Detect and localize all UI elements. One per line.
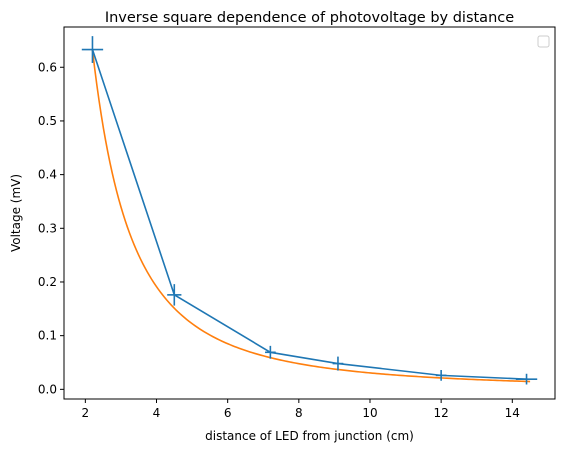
x-tick-label: 10 xyxy=(362,406,377,420)
x-tick-label: 12 xyxy=(434,406,449,420)
x-tick-label: 6 xyxy=(224,406,232,420)
y-tick-label: 0.3 xyxy=(38,221,57,235)
y-axis-label: Voltage (mV) xyxy=(9,174,23,252)
x-axis-label: distance of LED from junction (cm) xyxy=(205,429,414,443)
y-tick-label: 0.1 xyxy=(38,329,57,343)
y-tick-label: 0.2 xyxy=(38,275,57,289)
y-tick-label: 0.4 xyxy=(38,168,57,182)
x-tick-label: 8 xyxy=(295,406,303,420)
y-tick-label: 0.6 xyxy=(38,60,57,74)
x-tick-label: 4 xyxy=(153,406,161,420)
legend-box xyxy=(538,36,549,47)
x-tick-label: 14 xyxy=(505,406,520,420)
y-tick-label: 0.5 xyxy=(38,114,57,128)
chart-title: Inverse square dependence of photovoltag… xyxy=(105,10,514,26)
y-tick-label: 0.0 xyxy=(38,382,57,396)
x-tick-label: 2 xyxy=(82,406,90,420)
